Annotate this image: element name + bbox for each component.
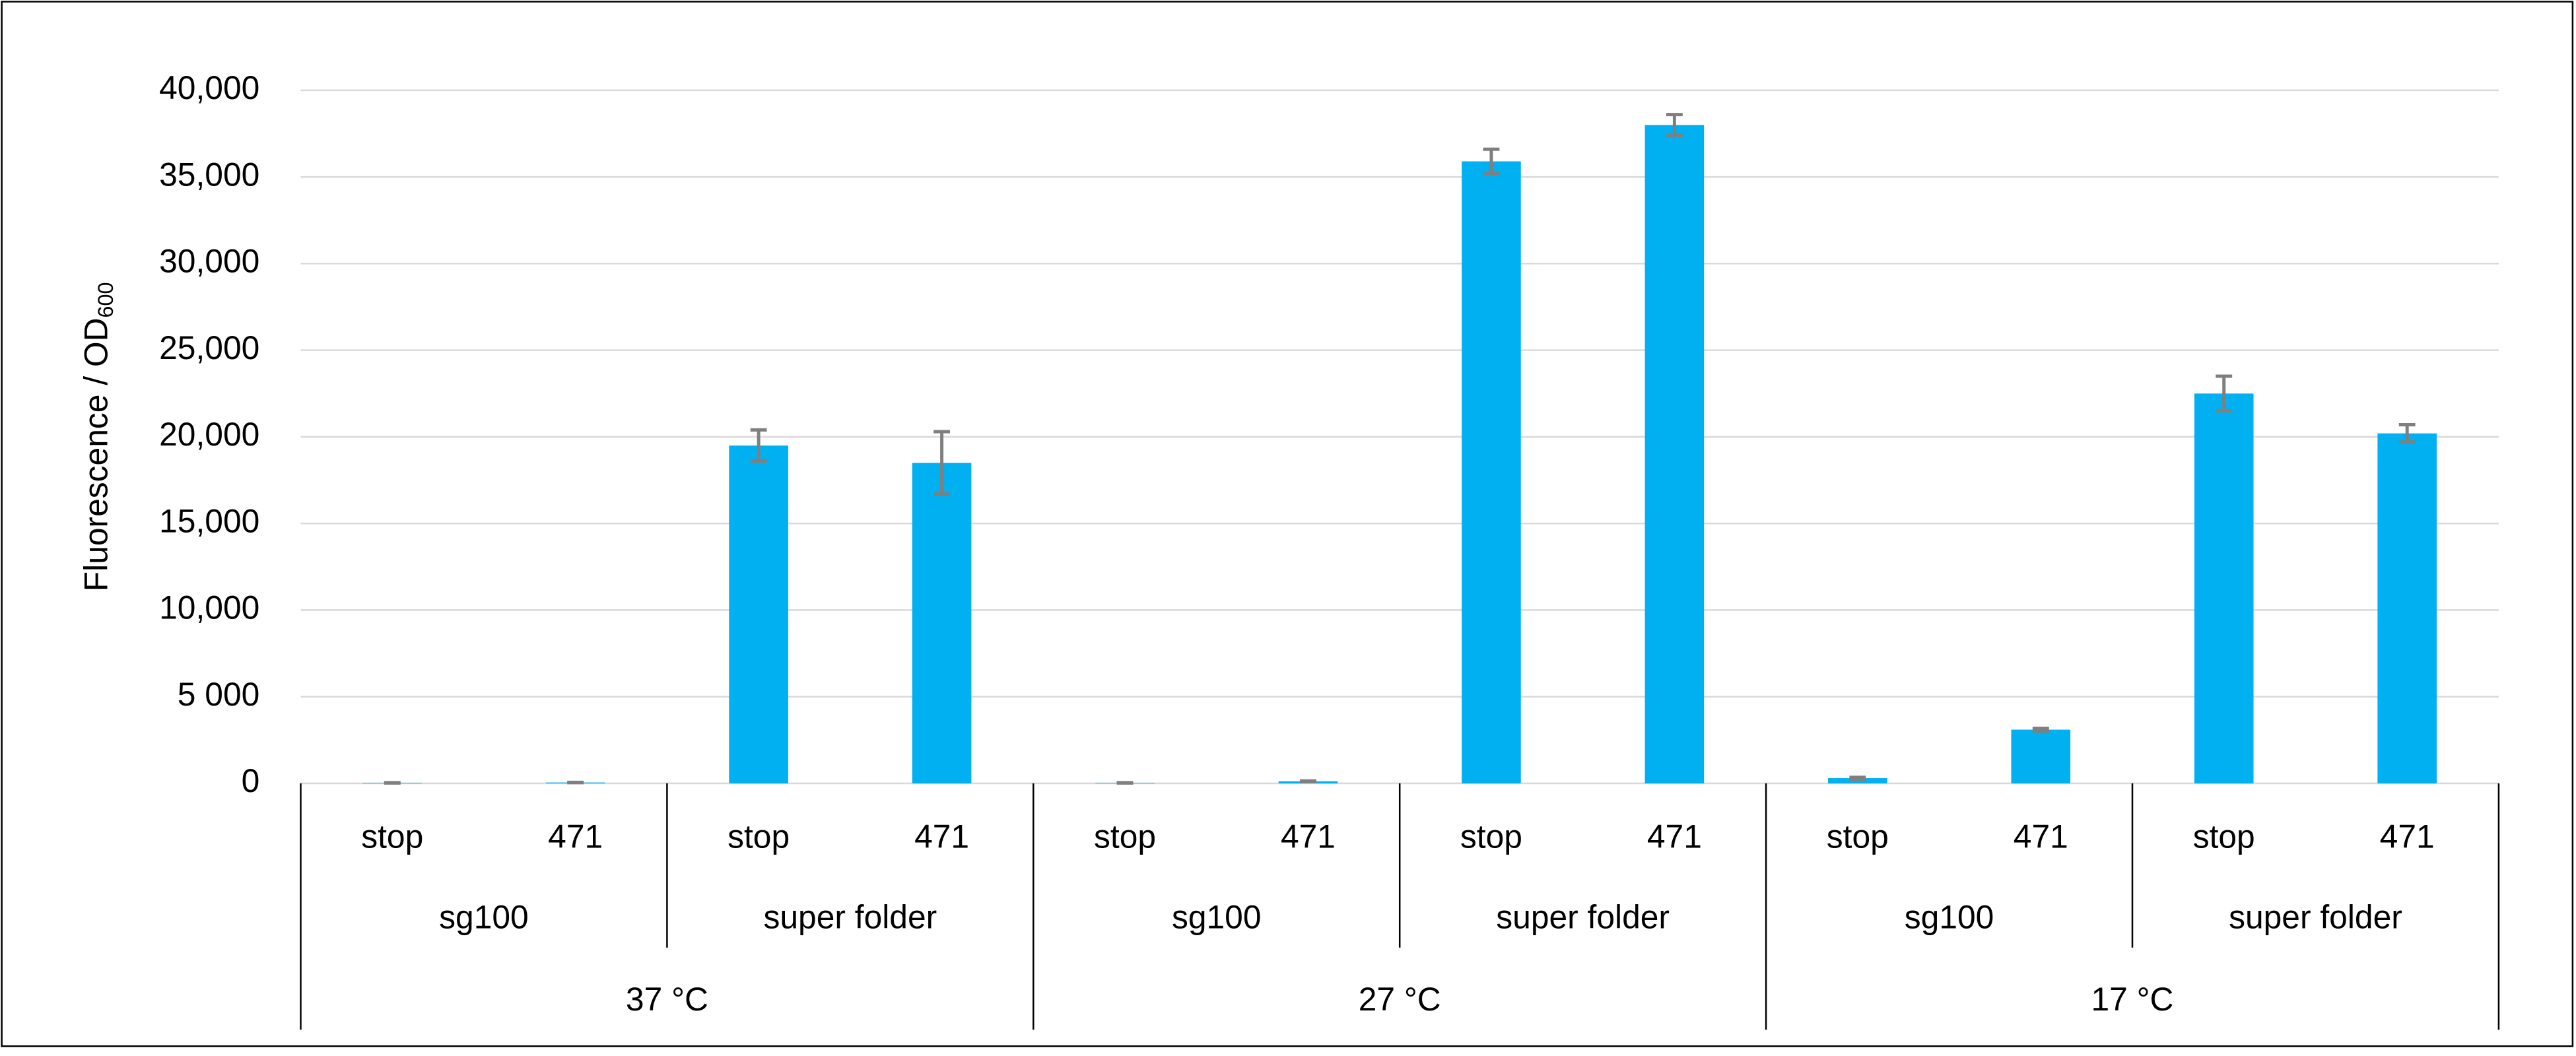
x-tick-label: stop xyxy=(2193,818,2255,855)
x-tick-label: 471 xyxy=(1647,818,1702,855)
group-label: 17 °C xyxy=(2091,981,2174,1018)
x-tick-label: stop xyxy=(361,818,423,855)
x-tick-label: 471 xyxy=(2014,818,2068,855)
bar xyxy=(1644,125,1705,783)
bar xyxy=(729,446,788,783)
y-tick-label: 35,000 xyxy=(159,156,259,193)
y-tick-label: 40,000 xyxy=(159,69,259,106)
bar xyxy=(2194,393,2254,783)
subgroup-label: sg100 xyxy=(1905,899,1994,936)
bar xyxy=(1828,778,1887,783)
x-tick-label: 471 xyxy=(914,818,969,855)
y-tick-label: 15,000 xyxy=(159,502,259,539)
y-tick-label: 0 xyxy=(242,762,260,799)
group-label: 37 °C xyxy=(626,981,708,1018)
y-tick-label: 5 000 xyxy=(178,676,260,713)
bar xyxy=(912,463,972,783)
y-tick-label: 25,000 xyxy=(159,329,259,366)
x-tick-label: stop xyxy=(1460,818,1522,855)
subgroup-label: sg100 xyxy=(439,899,529,936)
x-tick-label: 471 xyxy=(2380,818,2435,855)
x-tick-label: 471 xyxy=(548,818,603,855)
y-tick-label: 20,000 xyxy=(159,416,259,453)
y-axis-title-sub: 600 xyxy=(93,282,117,318)
x-tick-label: 471 xyxy=(1281,818,1336,855)
bar xyxy=(1462,161,1521,783)
bar xyxy=(2011,729,2071,783)
subgroup-label: sg100 xyxy=(1172,899,1262,936)
x-tick-label: stop xyxy=(728,818,790,855)
x-tick-label: stop xyxy=(1827,818,1889,855)
bar xyxy=(2377,433,2437,783)
y-axis-title-main: Fluorescence / OD xyxy=(78,317,115,591)
group-label: 27 °C xyxy=(1359,981,1441,1018)
x-tick-label: stop xyxy=(1094,818,1156,855)
subgroup-label: super folder xyxy=(763,899,937,936)
y-axis-title: Fluorescence / OD600 xyxy=(78,282,118,592)
y-tick-label: 30,000 xyxy=(159,243,259,280)
subgroup-label: super folder xyxy=(1496,899,1670,936)
y-tick-label: 10,000 xyxy=(159,589,259,626)
subgroup-label: super folder xyxy=(2229,899,2402,936)
